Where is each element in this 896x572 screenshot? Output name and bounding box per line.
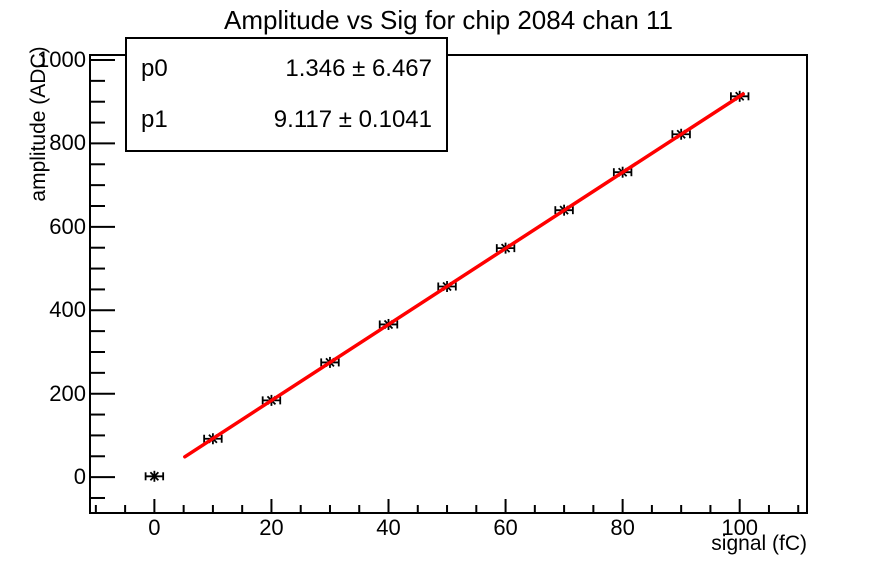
y-tick-label: 0 (73, 464, 86, 490)
x-tick-label: 60 (493, 515, 518, 540)
y-tick-label: 800 (49, 130, 86, 156)
stats-param-name: p1 (141, 106, 168, 134)
x-tick-label: 80 (610, 515, 635, 540)
stats-param-name: p0 (141, 54, 168, 82)
axis-ticks (90, 59, 800, 513)
stats-row-p0: p0 1.346 ± 6.467 (141, 55, 432, 83)
x-tick-label: 0 (148, 515, 161, 540)
x-axis-title: signal (fC) (711, 532, 807, 555)
plot-frame (89, 54, 808, 514)
fit-line (183, 92, 745, 459)
x-tick-label: 100 (721, 515, 759, 540)
x-tick-label: 40 (376, 515, 401, 540)
y-tick-label: 600 (49, 213, 86, 239)
y-tick-label: 200 (49, 380, 86, 406)
stats-param-value: 9.117 ± 0.1041 (273, 106, 432, 134)
y-tick-label: 400 (49, 297, 86, 323)
fit-stats-box: p0 1.346 ± 6.467 p1 9.117 ± 0.1041 (125, 37, 448, 152)
stats-param-value: 1.346 ± 6.467 (285, 54, 432, 82)
stats-row-p1: p1 9.117 ± 0.1041 (141, 106, 432, 134)
chart-title: Amplitude vs Sig for chip 2084 chan 11 (223, 5, 673, 35)
data-point-marker (144, 470, 165, 482)
y-tick-label: 1000 (37, 47, 86, 72)
x-tick-label: 20 (259, 515, 284, 540)
